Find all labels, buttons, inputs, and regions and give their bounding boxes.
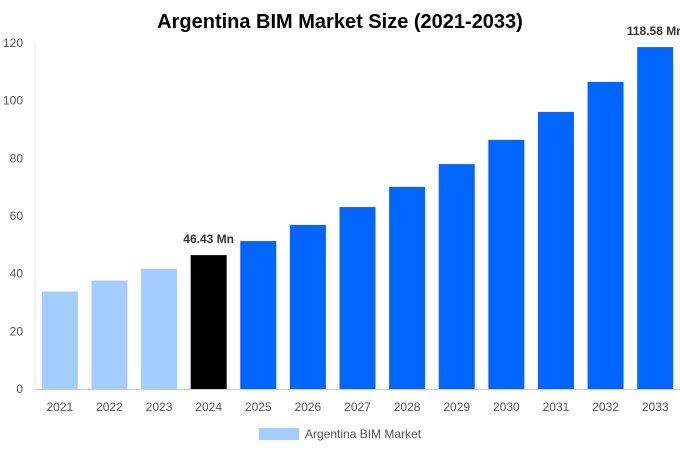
y-tick-label: 120: [3, 36, 23, 50]
bar-2026[interactable]: [289, 224, 326, 389]
legend-swatch: [259, 428, 299, 440]
bar-2022[interactable]: [91, 280, 128, 389]
legend[interactable]: Argentina BIM Market: [259, 427, 422, 441]
y-tick-label: 20: [10, 324, 24, 338]
x-tick-label: 2027: [344, 400, 371, 414]
bar-2030[interactable]: [488, 139, 525, 389]
bar-2032[interactable]: [587, 81, 624, 390]
bar-2024[interactable]: [190, 255, 227, 389]
x-tick-label: 2026: [295, 400, 322, 414]
legend-label: Argentina BIM Market: [305, 427, 422, 441]
x-tick-label: 2023: [146, 400, 173, 414]
data-label: 46.43 Mn: [183, 232, 234, 246]
x-tick-label: 2030: [493, 400, 520, 414]
y-tick-label: 0: [16, 382, 23, 396]
y-tick-label: 60: [10, 209, 24, 223]
y-tick-label: 40: [10, 267, 24, 281]
x-tick-label: 2021: [46, 400, 73, 414]
x-tick-label: 2032: [592, 400, 619, 414]
bar-2031[interactable]: [537, 111, 574, 389]
x-tick-label: 2033: [642, 400, 669, 414]
bar-2021[interactable]: [41, 291, 78, 389]
x-tick-label: 2022: [96, 400, 123, 414]
bar-2033[interactable]: [637, 47, 674, 390]
bar-2029[interactable]: [438, 164, 475, 389]
y-tick-label: 100: [3, 94, 23, 108]
bar-2023[interactable]: [141, 268, 178, 389]
x-tick-label: 2028: [394, 400, 421, 414]
x-tick-label: 2025: [245, 400, 272, 414]
bar-2028[interactable]: [389, 186, 426, 389]
chart-title: Argentina BIM Market Size (2021-2033): [157, 11, 523, 33]
bar-2025[interactable]: [240, 241, 277, 389]
y-tick-label: 80: [10, 151, 24, 165]
x-tick-label: 2029: [443, 400, 470, 414]
x-tick-label: 2031: [543, 400, 570, 414]
data-label: 118.58 Mn: [627, 24, 680, 38]
bar-2027[interactable]: [339, 207, 376, 389]
x-tick-label: 2024: [195, 400, 222, 414]
